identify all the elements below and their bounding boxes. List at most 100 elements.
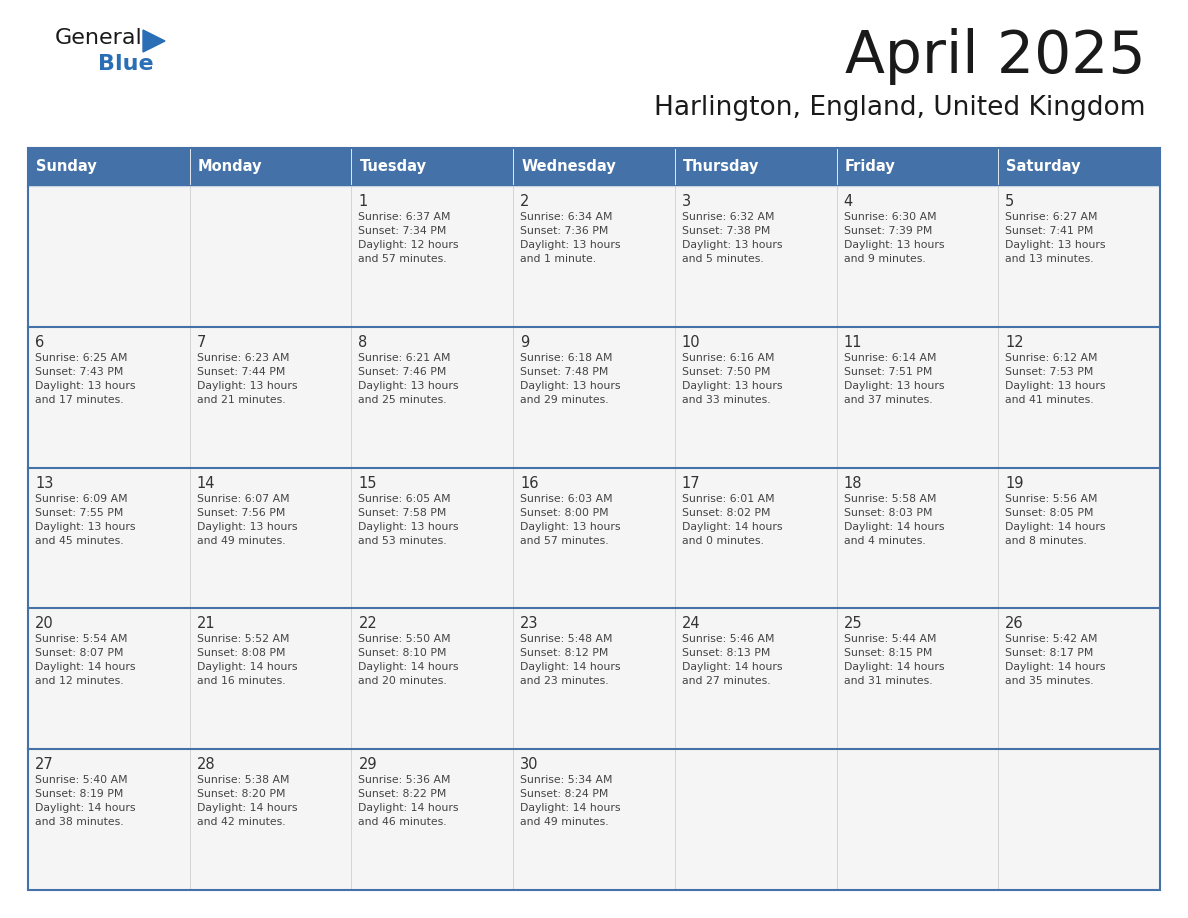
Text: 17: 17 — [682, 476, 701, 490]
Bar — [836, 186, 998, 327]
Text: 14: 14 — [197, 476, 215, 490]
Text: 7: 7 — [197, 335, 206, 350]
Bar — [998, 186, 1159, 327]
Bar — [513, 467, 675, 609]
Bar — [675, 148, 836, 186]
Bar — [675, 327, 836, 467]
Text: 18: 18 — [843, 476, 862, 490]
Bar — [29, 148, 1159, 890]
Text: Sunrise: 5:44 AM
Sunset: 8:15 PM
Daylight: 14 hours
and 31 minutes.: Sunrise: 5:44 AM Sunset: 8:15 PM Dayligh… — [843, 634, 944, 687]
Text: Blue: Blue — [97, 54, 153, 74]
Text: 4: 4 — [843, 194, 853, 209]
Text: Sunrise: 5:50 AM
Sunset: 8:10 PM
Daylight: 14 hours
and 20 minutes.: Sunrise: 5:50 AM Sunset: 8:10 PM Dayligh… — [359, 634, 459, 687]
Text: Sunrise: 6:18 AM
Sunset: 7:48 PM
Daylight: 13 hours
and 29 minutes.: Sunrise: 6:18 AM Sunset: 7:48 PM Dayligh… — [520, 353, 620, 405]
Text: 27: 27 — [34, 757, 53, 772]
Text: Sunrise: 6:32 AM
Sunset: 7:38 PM
Daylight: 13 hours
and 5 minutes.: Sunrise: 6:32 AM Sunset: 7:38 PM Dayligh… — [682, 212, 783, 264]
Text: Sunrise: 6:07 AM
Sunset: 7:56 PM
Daylight: 13 hours
and 49 minutes.: Sunrise: 6:07 AM Sunset: 7:56 PM Dayligh… — [197, 494, 297, 545]
Text: Thursday: Thursday — [683, 160, 759, 174]
Text: Sunrise: 6:23 AM
Sunset: 7:44 PM
Daylight: 13 hours
and 21 minutes.: Sunrise: 6:23 AM Sunset: 7:44 PM Dayligh… — [197, 353, 297, 405]
Text: Sunrise: 6:21 AM
Sunset: 7:46 PM
Daylight: 13 hours
and 25 minutes.: Sunrise: 6:21 AM Sunset: 7:46 PM Dayligh… — [359, 353, 459, 405]
Text: Sunrise: 5:34 AM
Sunset: 8:24 PM
Daylight: 14 hours
and 49 minutes.: Sunrise: 5:34 AM Sunset: 8:24 PM Dayligh… — [520, 775, 620, 827]
Text: Sunrise: 5:56 AM
Sunset: 8:05 PM
Daylight: 14 hours
and 8 minutes.: Sunrise: 5:56 AM Sunset: 8:05 PM Dayligh… — [1005, 494, 1106, 545]
Text: Sunrise: 6:14 AM
Sunset: 7:51 PM
Daylight: 13 hours
and 37 minutes.: Sunrise: 6:14 AM Sunset: 7:51 PM Dayligh… — [843, 353, 944, 405]
Text: 20: 20 — [34, 616, 53, 632]
Bar — [29, 148, 190, 186]
Text: 23: 23 — [520, 616, 538, 632]
Bar — [190, 186, 352, 327]
Text: Sunrise: 5:48 AM
Sunset: 8:12 PM
Daylight: 14 hours
and 23 minutes.: Sunrise: 5:48 AM Sunset: 8:12 PM Dayligh… — [520, 634, 620, 687]
Bar — [836, 148, 998, 186]
Text: Sunrise: 6:25 AM
Sunset: 7:43 PM
Daylight: 13 hours
and 17 minutes.: Sunrise: 6:25 AM Sunset: 7:43 PM Dayligh… — [34, 353, 135, 405]
Bar — [352, 749, 513, 890]
Text: Sunrise: 6:34 AM
Sunset: 7:36 PM
Daylight: 13 hours
and 1 minute.: Sunrise: 6:34 AM Sunset: 7:36 PM Dayligh… — [520, 212, 620, 264]
Bar — [352, 186, 513, 327]
Text: 3: 3 — [682, 194, 691, 209]
Text: Sunday: Sunday — [36, 160, 96, 174]
Bar — [190, 609, 352, 749]
Text: 21: 21 — [197, 616, 215, 632]
Text: 1: 1 — [359, 194, 367, 209]
Text: Sunrise: 5:38 AM
Sunset: 8:20 PM
Daylight: 14 hours
and 42 minutes.: Sunrise: 5:38 AM Sunset: 8:20 PM Dayligh… — [197, 775, 297, 827]
Text: Sunrise: 6:01 AM
Sunset: 8:02 PM
Daylight: 14 hours
and 0 minutes.: Sunrise: 6:01 AM Sunset: 8:02 PM Dayligh… — [682, 494, 783, 545]
Text: 19: 19 — [1005, 476, 1024, 490]
Text: 12: 12 — [1005, 335, 1024, 350]
Bar — [29, 609, 190, 749]
Bar — [190, 148, 352, 186]
Bar — [675, 467, 836, 609]
Bar — [29, 467, 190, 609]
Bar — [352, 148, 513, 186]
Bar — [29, 327, 190, 467]
Bar — [836, 609, 998, 749]
Text: Harlington, England, United Kingdom: Harlington, England, United Kingdom — [655, 95, 1146, 121]
Text: Sunrise: 5:36 AM
Sunset: 8:22 PM
Daylight: 14 hours
and 46 minutes.: Sunrise: 5:36 AM Sunset: 8:22 PM Dayligh… — [359, 775, 459, 827]
Text: Monday: Monday — [197, 160, 263, 174]
Bar — [836, 467, 998, 609]
Text: 10: 10 — [682, 335, 701, 350]
Text: Sunrise: 6:05 AM
Sunset: 7:58 PM
Daylight: 13 hours
and 53 minutes.: Sunrise: 6:05 AM Sunset: 7:58 PM Dayligh… — [359, 494, 459, 545]
Text: Sunrise: 5:54 AM
Sunset: 8:07 PM
Daylight: 14 hours
and 12 minutes.: Sunrise: 5:54 AM Sunset: 8:07 PM Dayligh… — [34, 634, 135, 687]
Bar — [998, 148, 1159, 186]
Text: Sunrise: 5:52 AM
Sunset: 8:08 PM
Daylight: 14 hours
and 16 minutes.: Sunrise: 5:52 AM Sunset: 8:08 PM Dayligh… — [197, 634, 297, 687]
Bar — [675, 186, 836, 327]
Text: 25: 25 — [843, 616, 862, 632]
Text: 15: 15 — [359, 476, 377, 490]
Bar — [513, 749, 675, 890]
Bar — [513, 148, 675, 186]
Bar — [29, 186, 190, 327]
Bar — [836, 749, 998, 890]
Bar — [998, 749, 1159, 890]
Text: Saturday: Saturday — [1006, 160, 1081, 174]
Text: Sunrise: 6:16 AM
Sunset: 7:50 PM
Daylight: 13 hours
and 33 minutes.: Sunrise: 6:16 AM Sunset: 7:50 PM Dayligh… — [682, 353, 783, 405]
Text: Sunrise: 6:12 AM
Sunset: 7:53 PM
Daylight: 13 hours
and 41 minutes.: Sunrise: 6:12 AM Sunset: 7:53 PM Dayligh… — [1005, 353, 1106, 405]
Bar — [29, 749, 190, 890]
Polygon shape — [143, 30, 165, 52]
Text: 22: 22 — [359, 616, 377, 632]
Text: 8: 8 — [359, 335, 367, 350]
Text: 29: 29 — [359, 757, 377, 772]
Text: Wednesday: Wednesday — [522, 160, 615, 174]
Text: Sunrise: 5:42 AM
Sunset: 8:17 PM
Daylight: 14 hours
and 35 minutes.: Sunrise: 5:42 AM Sunset: 8:17 PM Dayligh… — [1005, 634, 1106, 687]
Text: Tuesday: Tuesday — [360, 160, 426, 174]
Bar — [675, 749, 836, 890]
Bar — [352, 609, 513, 749]
Text: 16: 16 — [520, 476, 538, 490]
Text: 5: 5 — [1005, 194, 1015, 209]
Bar — [513, 186, 675, 327]
Bar — [998, 467, 1159, 609]
Text: 9: 9 — [520, 335, 530, 350]
Bar — [998, 327, 1159, 467]
Text: General: General — [55, 28, 143, 48]
Text: Sunrise: 6:03 AM
Sunset: 8:00 PM
Daylight: 13 hours
and 57 minutes.: Sunrise: 6:03 AM Sunset: 8:00 PM Dayligh… — [520, 494, 620, 545]
Text: Sunrise: 6:37 AM
Sunset: 7:34 PM
Daylight: 12 hours
and 57 minutes.: Sunrise: 6:37 AM Sunset: 7:34 PM Dayligh… — [359, 212, 459, 264]
Text: 28: 28 — [197, 757, 215, 772]
Bar — [513, 609, 675, 749]
Text: Sunrise: 5:40 AM
Sunset: 8:19 PM
Daylight: 14 hours
and 38 minutes.: Sunrise: 5:40 AM Sunset: 8:19 PM Dayligh… — [34, 775, 135, 827]
Bar — [836, 327, 998, 467]
Bar — [998, 609, 1159, 749]
Bar — [352, 467, 513, 609]
Bar — [190, 749, 352, 890]
Text: Sunrise: 5:58 AM
Sunset: 8:03 PM
Daylight: 14 hours
and 4 minutes.: Sunrise: 5:58 AM Sunset: 8:03 PM Dayligh… — [843, 494, 944, 545]
Text: 26: 26 — [1005, 616, 1024, 632]
Text: Sunrise: 6:30 AM
Sunset: 7:39 PM
Daylight: 13 hours
and 9 minutes.: Sunrise: 6:30 AM Sunset: 7:39 PM Dayligh… — [843, 212, 944, 264]
Text: 24: 24 — [682, 616, 701, 632]
